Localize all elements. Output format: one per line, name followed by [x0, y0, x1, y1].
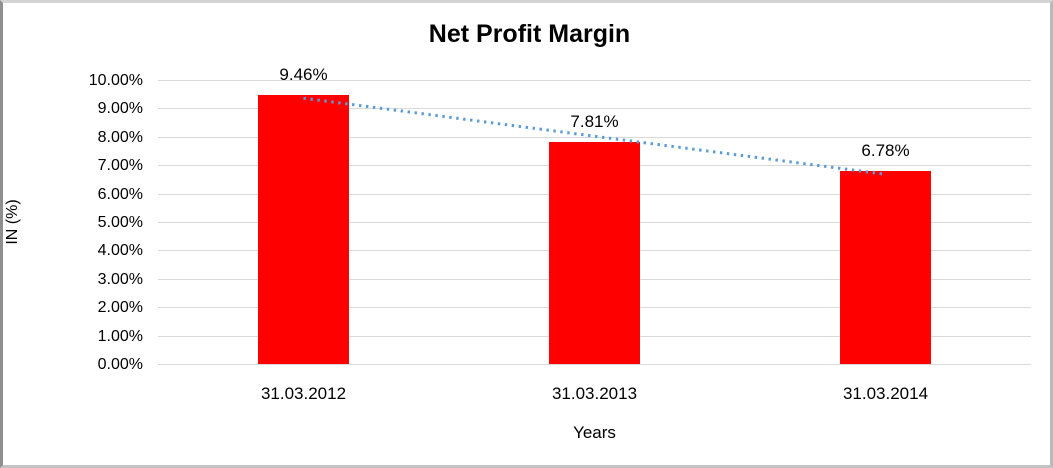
plot-area: 9.46% 7.81% 6.78%	[158, 65, 1031, 365]
gridline	[158, 364, 1031, 365]
x-tick-label: 31.03.2014	[842, 384, 929, 403]
y-tick-label: 3.00%	[97, 270, 143, 288]
y-tick-label: 6.00%	[97, 185, 143, 203]
bar-31.03.2012	[258, 95, 349, 364]
gridline	[158, 136, 1031, 138]
bar-31.03.2013	[549, 142, 640, 364]
trendline	[303, 96, 886, 176]
bar-value-label: 9.46%	[279, 65, 328, 85]
x-tick-label: 31.03.2013	[551, 384, 638, 403]
gridline	[158, 108, 1031, 110]
y-tick-label: 8.00%	[97, 128, 143, 146]
y-tick-label: 2.00%	[97, 299, 143, 317]
y-tick-label: 0.00%	[97, 356, 143, 373]
bar-value-label: 7.81%	[570, 112, 619, 132]
x-tick-label: 31.03.2012	[260, 384, 347, 403]
y-tick-label: 7.00%	[97, 157, 143, 175]
chart-title: Net Profit Margin	[428, 20, 631, 48]
y-tick-label: 10.00%	[88, 72, 143, 89]
y-tick-label: 4.00%	[97, 242, 143, 260]
x-axis-title: Years	[573, 423, 616, 442]
bar-31.03.2014	[840, 171, 931, 364]
bar-value-label: 6.78%	[861, 141, 910, 161]
y-tick-label: 5.00%	[97, 214, 143, 231]
y-tick-label: 1.00%	[97, 327, 143, 345]
gridline	[158, 80, 1031, 81]
y-tick-label: 9.00%	[97, 100, 143, 118]
